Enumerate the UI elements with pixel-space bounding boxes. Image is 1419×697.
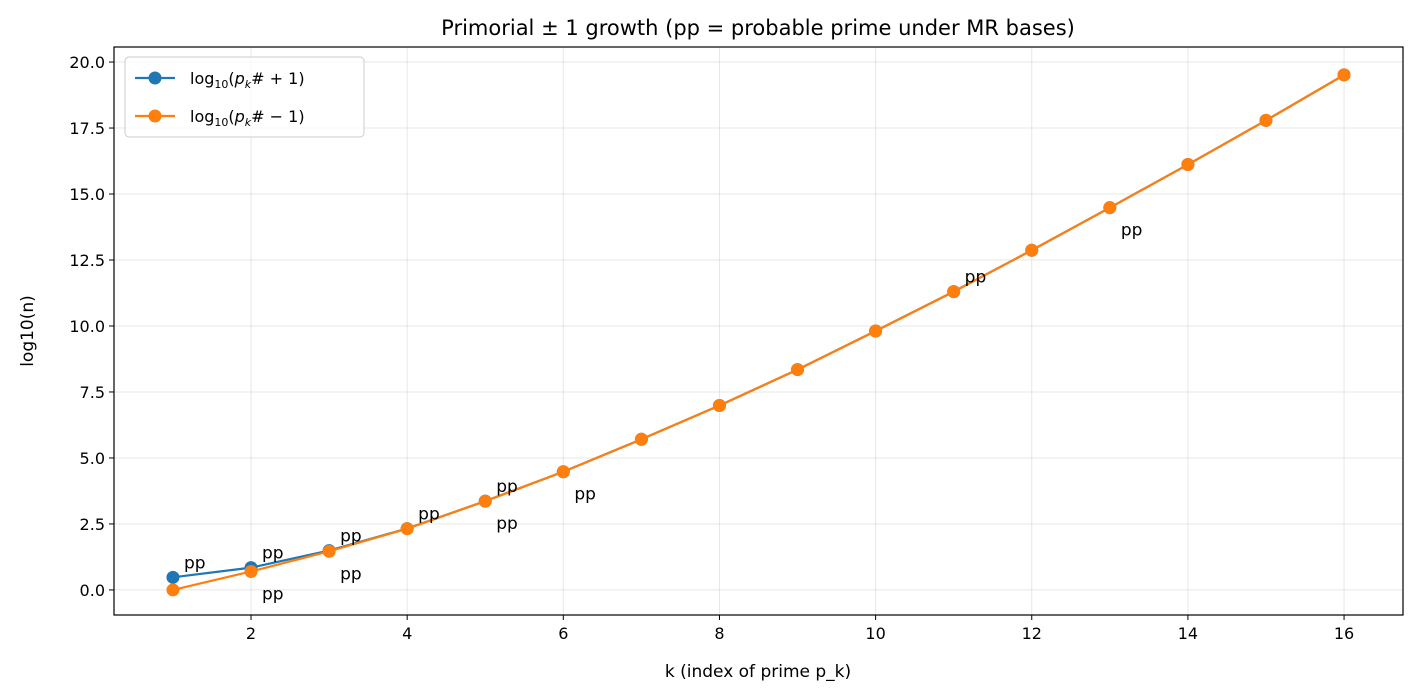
data-point: [1025, 243, 1039, 257]
data-point: [1181, 158, 1195, 172]
x-tick-label: 10: [865, 624, 885, 643]
annotations: pp pp pp pp pp pp pp pp pp pp pp: [184, 221, 1142, 605]
x-tick-label: 12: [1022, 624, 1042, 643]
pp-annotation: pp: [340, 527, 362, 547]
data-point: [791, 363, 805, 377]
data-point: [1337, 68, 1351, 82]
x-tick-label: 8: [714, 624, 724, 643]
data-point: [166, 583, 180, 597]
chart-title: Primorial ± 1 growth (pp = probable prim…: [441, 16, 1075, 40]
x-tick-label: 4: [402, 624, 412, 643]
x-tick-label: 14: [1178, 624, 1198, 643]
data-point: [712, 399, 726, 413]
axes-frame: [113, 46, 1404, 616]
y-tick-label: 0.0: [80, 581, 105, 600]
legend-label: log10(pk# − 1): [190, 107, 305, 129]
legend: log10(pk# + 1) log10(pk# − 1): [124, 56, 365, 138]
y-tick-label: 20.0: [69, 53, 105, 72]
data-point: [166, 570, 180, 584]
pp-annotation: pp: [262, 584, 284, 604]
pp-annotation: pp: [262, 544, 284, 564]
data-point: [869, 324, 883, 338]
x-axis-label: k (index of prime p_k): [665, 662, 851, 682]
data-point: [400, 522, 414, 536]
y-tick-label: 5.0: [80, 449, 105, 468]
legend-marker: [148, 71, 162, 85]
pp-annotation: pp: [184, 553, 206, 573]
series-line-1: [172, 73, 1345, 591]
data-point: [244, 564, 258, 578]
legend-box: [124, 56, 365, 138]
grid: [114, 47, 1403, 615]
x-tick-label: 16: [1334, 624, 1354, 643]
data-point: [478, 494, 492, 508]
data-point: [322, 544, 336, 558]
y-tick-label: 17.5: [69, 119, 105, 138]
legend-label: log10(pk# + 1): [190, 69, 305, 91]
y-tick-label: 10.0: [69, 317, 105, 336]
pp-annotation: pp: [340, 564, 362, 584]
pp-annotation: pp: [574, 485, 596, 505]
data-point: [1259, 113, 1273, 127]
data-point: [1103, 201, 1117, 215]
pp-annotation: pp: [496, 514, 518, 534]
y-tick-label: 12.5: [69, 251, 105, 270]
series-layer: [166, 68, 1351, 597]
y-tick-label: 15.0: [69, 185, 105, 204]
y-tick-label: 2.5: [80, 515, 105, 534]
data-point: [556, 465, 570, 479]
pp-annotation: pp: [1121, 221, 1143, 241]
pp-annotation: pp: [965, 268, 987, 288]
legend-marker: [148, 109, 162, 123]
data-point: [634, 432, 648, 446]
pp-annotation: pp: [418, 505, 440, 525]
pp-annotation: pp: [496, 477, 518, 497]
x-tick-label: 2: [246, 624, 256, 643]
x-tick-label: 6: [558, 624, 568, 643]
y-tick-label: 7.5: [80, 383, 105, 402]
y-axis-label: log10(n): [18, 295, 38, 367]
data-point: [947, 285, 961, 299]
ticks: 2 4 6 8 10 12 14 16 0.0 2.5 5.0 7.5 10.0 12.5 15.0 17.5…: [69, 53, 1354, 643]
